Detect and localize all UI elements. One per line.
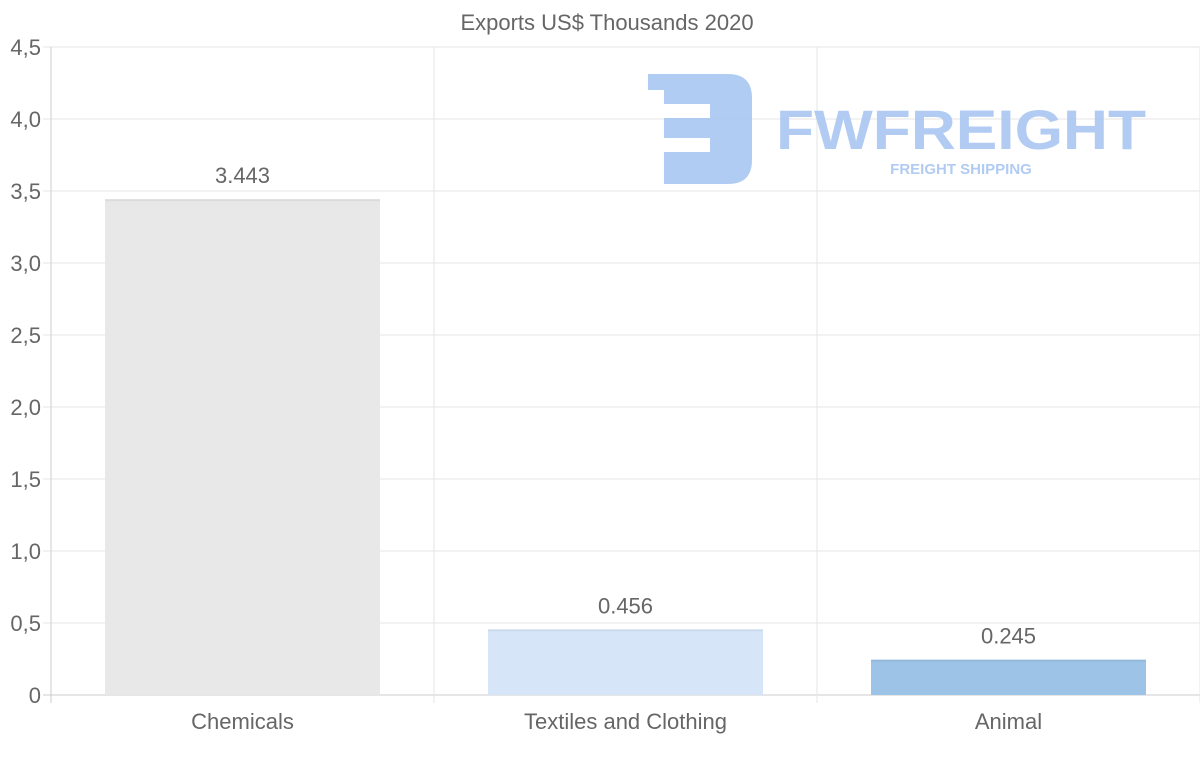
bar-animal — [871, 659, 1146, 695]
x-tick-label: Chemicals — [191, 709, 294, 734]
y-tick-label: 1,0 — [10, 539, 41, 564]
bar-textiles-and-clothing — [488, 629, 763, 695]
logo-tagline: FREIGHT SHIPPING — [890, 161, 1032, 178]
y-tick-label: 1,5 — [10, 467, 41, 492]
chart-title: Exports US$ Thousands 2020 — [460, 10, 753, 35]
y-tick-label: 3,5 — [10, 179, 41, 204]
logo-brand: FWFREIGHT — [776, 98, 1146, 161]
y-tick-label: 3,0 — [10, 251, 41, 276]
y-tick-label: 0,5 — [10, 611, 41, 636]
y-tick-label: 4,5 — [10, 35, 41, 60]
logo-mark — [648, 74, 752, 184]
y-tick-label: 2,0 — [10, 395, 41, 420]
y-tick-label: 4,0 — [10, 107, 41, 132]
y-tick-label: 2,5 — [10, 323, 41, 348]
data-label: 0.245 — [981, 624, 1036, 649]
x-tick-label: Textiles and Clothing — [524, 709, 727, 734]
data-label: 3.443 — [215, 163, 270, 188]
watermark-logo: FWFREIGHT FREIGHT SHIPPING — [648, 74, 1146, 184]
y-tick-label: 0 — [29, 683, 41, 708]
x-tick-label: Animal — [975, 709, 1042, 734]
bar-chemicals — [105, 199, 380, 695]
data-label: 0.456 — [598, 593, 653, 618]
